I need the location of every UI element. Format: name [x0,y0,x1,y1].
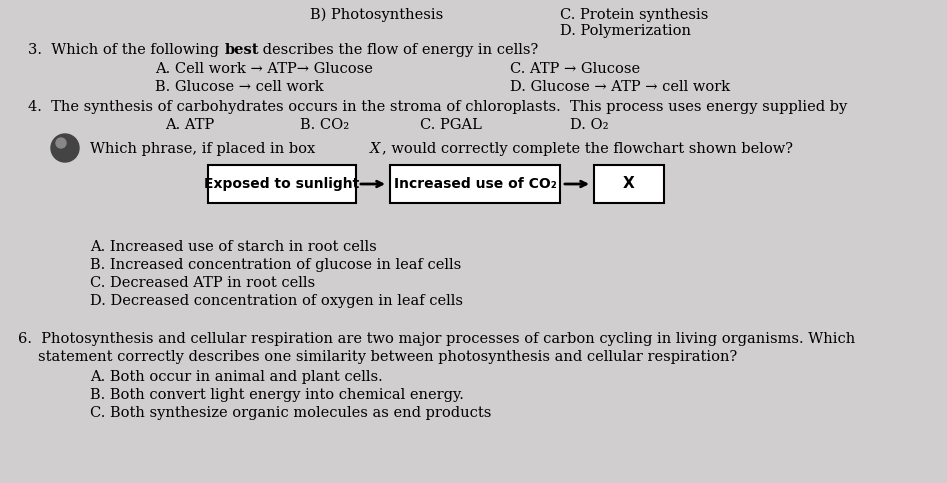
Text: 6.  Photosynthesis and cellular respiration are two major processes of carbon cy: 6. Photosynthesis and cellular respirati… [18,332,855,346]
Text: Which phrase, if placed in box: Which phrase, if placed in box [90,142,320,156]
FancyBboxPatch shape [390,165,560,203]
Text: Exposed to sunlight: Exposed to sunlight [205,177,360,191]
Text: A. ATP: A. ATP [165,118,214,132]
Text: C. Protein synthesis: C. Protein synthesis [560,8,708,22]
Text: statement correctly describes one similarity between photosynthesis and cellular: statement correctly describes one simila… [38,350,738,364]
Text: A. Cell work → ATP→ Glucose: A. Cell work → ATP→ Glucose [155,62,373,76]
Text: D. Glucose → ATP → cell work: D. Glucose → ATP → cell work [510,80,730,94]
Text: C. PGAL: C. PGAL [420,118,482,132]
Text: 3.  Which of the following: 3. Which of the following [28,43,223,57]
Text: B) Photosynthesis: B) Photosynthesis [310,8,443,22]
Text: X: X [370,142,381,156]
Text: best: best [225,43,259,57]
Text: X: X [623,176,634,191]
Text: B. Both convert light energy into chemical energy.: B. Both convert light energy into chemic… [90,388,464,402]
Text: C. Both synthesize organic molecules as end products: C. Both synthesize organic molecules as … [90,406,491,420]
Text: describes the flow of energy in cells?: describes the flow of energy in cells? [258,43,538,57]
Text: 4.  The synthesis of carbohydrates occurs in the stroma of chloroplasts.  This p: 4. The synthesis of carbohydrates occurs… [28,100,848,114]
Text: A. Increased use of starch in root cells: A. Increased use of starch in root cells [90,240,377,254]
Text: B. Increased concentration of glucose in leaf cells: B. Increased concentration of glucose in… [90,258,461,272]
Text: C. ATP → Glucose: C. ATP → Glucose [510,62,640,76]
Text: Increased use of CO₂: Increased use of CO₂ [394,177,557,191]
Text: D. Polymerization: D. Polymerization [560,24,691,38]
Text: B. CO₂: B. CO₂ [300,118,349,132]
Text: D. Decreased concentration of oxygen in leaf cells: D. Decreased concentration of oxygen in … [90,294,463,308]
Text: A. Both occur in animal and plant cells.: A. Both occur in animal and plant cells. [90,370,383,384]
Text: C. Decreased ATP in root cells: C. Decreased ATP in root cells [90,276,315,290]
Text: , would correctly complete the flowchart shown below?: , would correctly complete the flowchart… [382,142,793,156]
FancyBboxPatch shape [208,165,356,203]
Text: D. O₂: D. O₂ [570,118,609,132]
Circle shape [51,134,79,162]
Circle shape [56,138,66,148]
FancyBboxPatch shape [594,165,664,203]
Text: B. Glucose → cell work: B. Glucose → cell work [155,80,324,94]
